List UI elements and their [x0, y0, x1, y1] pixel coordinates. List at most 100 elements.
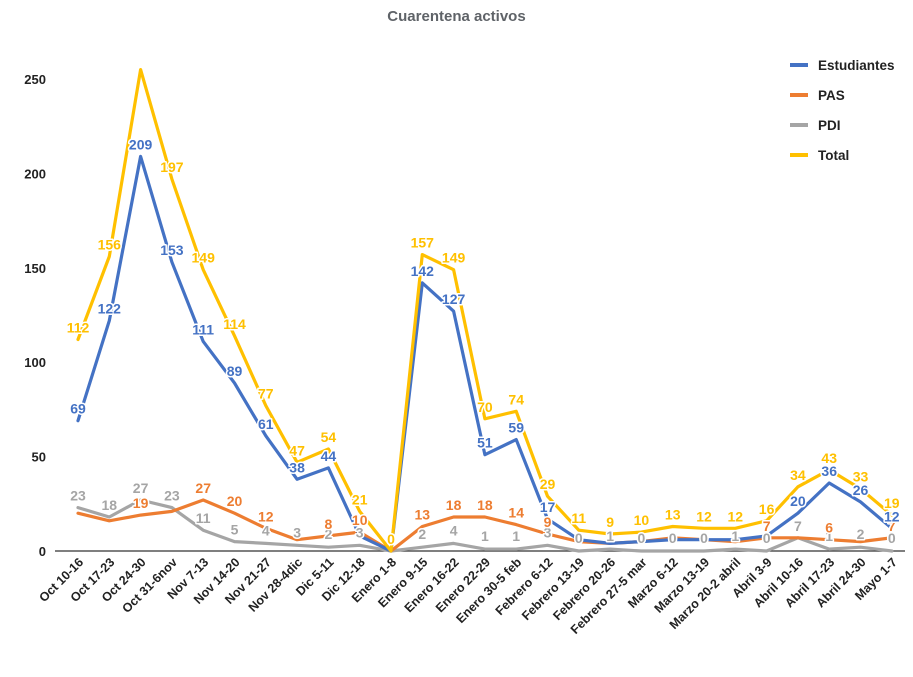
data-label: 197: [160, 159, 184, 175]
data-label: 149: [192, 250, 216, 266]
data-label: 127: [442, 291, 466, 307]
data-label: 7: [763, 518, 771, 534]
data-label: 0: [638, 530, 646, 546]
data-label: 10: [634, 512, 650, 528]
data-label: 19: [133, 495, 149, 511]
data-label: 27: [195, 480, 211, 496]
data-label: 8: [325, 516, 333, 532]
data-label: 153: [160, 242, 184, 258]
data-label: 157: [411, 235, 435, 251]
data-label: 13: [665, 506, 681, 522]
data-label: 149: [442, 250, 466, 266]
chart-title: Cuarentena activos: [387, 8, 526, 25]
data-label: 44: [321, 448, 337, 464]
data-label: 51: [477, 435, 493, 451]
data-label: 17: [540, 499, 556, 515]
data-label: 38: [289, 459, 305, 475]
data-label: 23: [70, 488, 86, 504]
legend-label: Total: [818, 148, 849, 163]
data-label: 0: [763, 530, 771, 546]
data-label: 2: [857, 526, 865, 542]
data-label: 1: [481, 528, 489, 544]
data-label: 69: [70, 401, 86, 417]
data-label: 2: [325, 526, 333, 542]
y-tick-label: 50: [32, 450, 46, 465]
data-label: 47: [289, 442, 305, 458]
data-label: 114: [223, 316, 246, 332]
data-label: 4: [262, 522, 270, 538]
data-label: 89: [227, 363, 243, 379]
data-label: 61: [258, 416, 274, 432]
data-label: 70: [477, 399, 493, 415]
data-label: 156: [98, 236, 122, 252]
data-label: 0: [700, 530, 708, 546]
data-label: 77: [258, 386, 274, 402]
data-label: 20: [227, 493, 243, 509]
data-label: 4: [450, 522, 458, 538]
data-label: 13: [415, 506, 431, 522]
data-label: 209: [129, 136, 153, 152]
data-label: 112: [67, 320, 90, 336]
data-label: 2: [418, 526, 426, 542]
data-label: 9: [606, 514, 614, 530]
data-label: 10: [352, 512, 368, 528]
legend-label: PDI: [818, 118, 841, 133]
data-label: 122: [98, 301, 122, 317]
data-label: 11: [571, 510, 586, 526]
data-label: 3: [544, 524, 552, 540]
data-label: 12: [258, 508, 274, 524]
y-tick-label: 150: [24, 261, 46, 276]
data-label: 14: [508, 505, 524, 521]
data-label: 3: [293, 524, 301, 540]
data-label: 5: [231, 522, 239, 538]
data-label: 0: [669, 530, 677, 546]
data-label: 29: [540, 476, 556, 492]
data-label: 54: [321, 429, 337, 445]
data-label: 11: [196, 510, 211, 526]
data-label: 9: [544, 514, 552, 530]
series-line-estudiantes: [76, 154, 894, 553]
data-label: 1: [512, 528, 520, 544]
data-label: 26: [853, 482, 869, 498]
y-tick-label: 200: [24, 166, 46, 181]
data-label: 111: [192, 321, 214, 337]
legend-label: PAS: [818, 88, 845, 103]
data-label: 59: [508, 420, 524, 436]
series-line-pdi: [76, 498, 894, 553]
data-label: 74: [508, 391, 524, 407]
data-label: 18: [102, 497, 118, 513]
data-label: 33: [853, 469, 869, 485]
data-label: 7: [888, 518, 896, 534]
y-tick-label: 250: [24, 72, 46, 87]
data-label: 18: [446, 497, 462, 513]
data-label: 0: [575, 530, 583, 546]
data-label: 3: [356, 524, 364, 540]
data-label: 1: [606, 528, 614, 544]
data-label: 0: [387, 531, 395, 547]
data-label: 1: [825, 528, 833, 544]
data-label: 21: [352, 491, 368, 507]
data-label: 7: [794, 518, 802, 534]
data-label: 12: [728, 508, 744, 524]
legend-label: Estudiantes: [818, 58, 895, 73]
data-label: 19: [884, 495, 900, 511]
series-line-total: [76, 67, 894, 553]
data-label: 16: [759, 501, 775, 517]
data-label: 36: [821, 463, 837, 479]
data-label: 12: [696, 508, 712, 524]
data-label: 18: [477, 497, 493, 513]
data-label: 142: [411, 263, 435, 279]
data-label: 34: [790, 467, 806, 483]
data-label: 0: [888, 530, 896, 546]
y-tick-label: 0: [39, 544, 46, 559]
data-label: 20: [790, 493, 806, 509]
data-label: 27: [133, 480, 149, 496]
data-label: 43: [821, 450, 837, 466]
y-tick-label: 100: [24, 355, 46, 370]
data-label: 1: [731, 528, 739, 544]
data-label: 12: [884, 508, 900, 524]
series-line-pas: [76, 498, 894, 553]
data-label: 6: [825, 520, 833, 536]
